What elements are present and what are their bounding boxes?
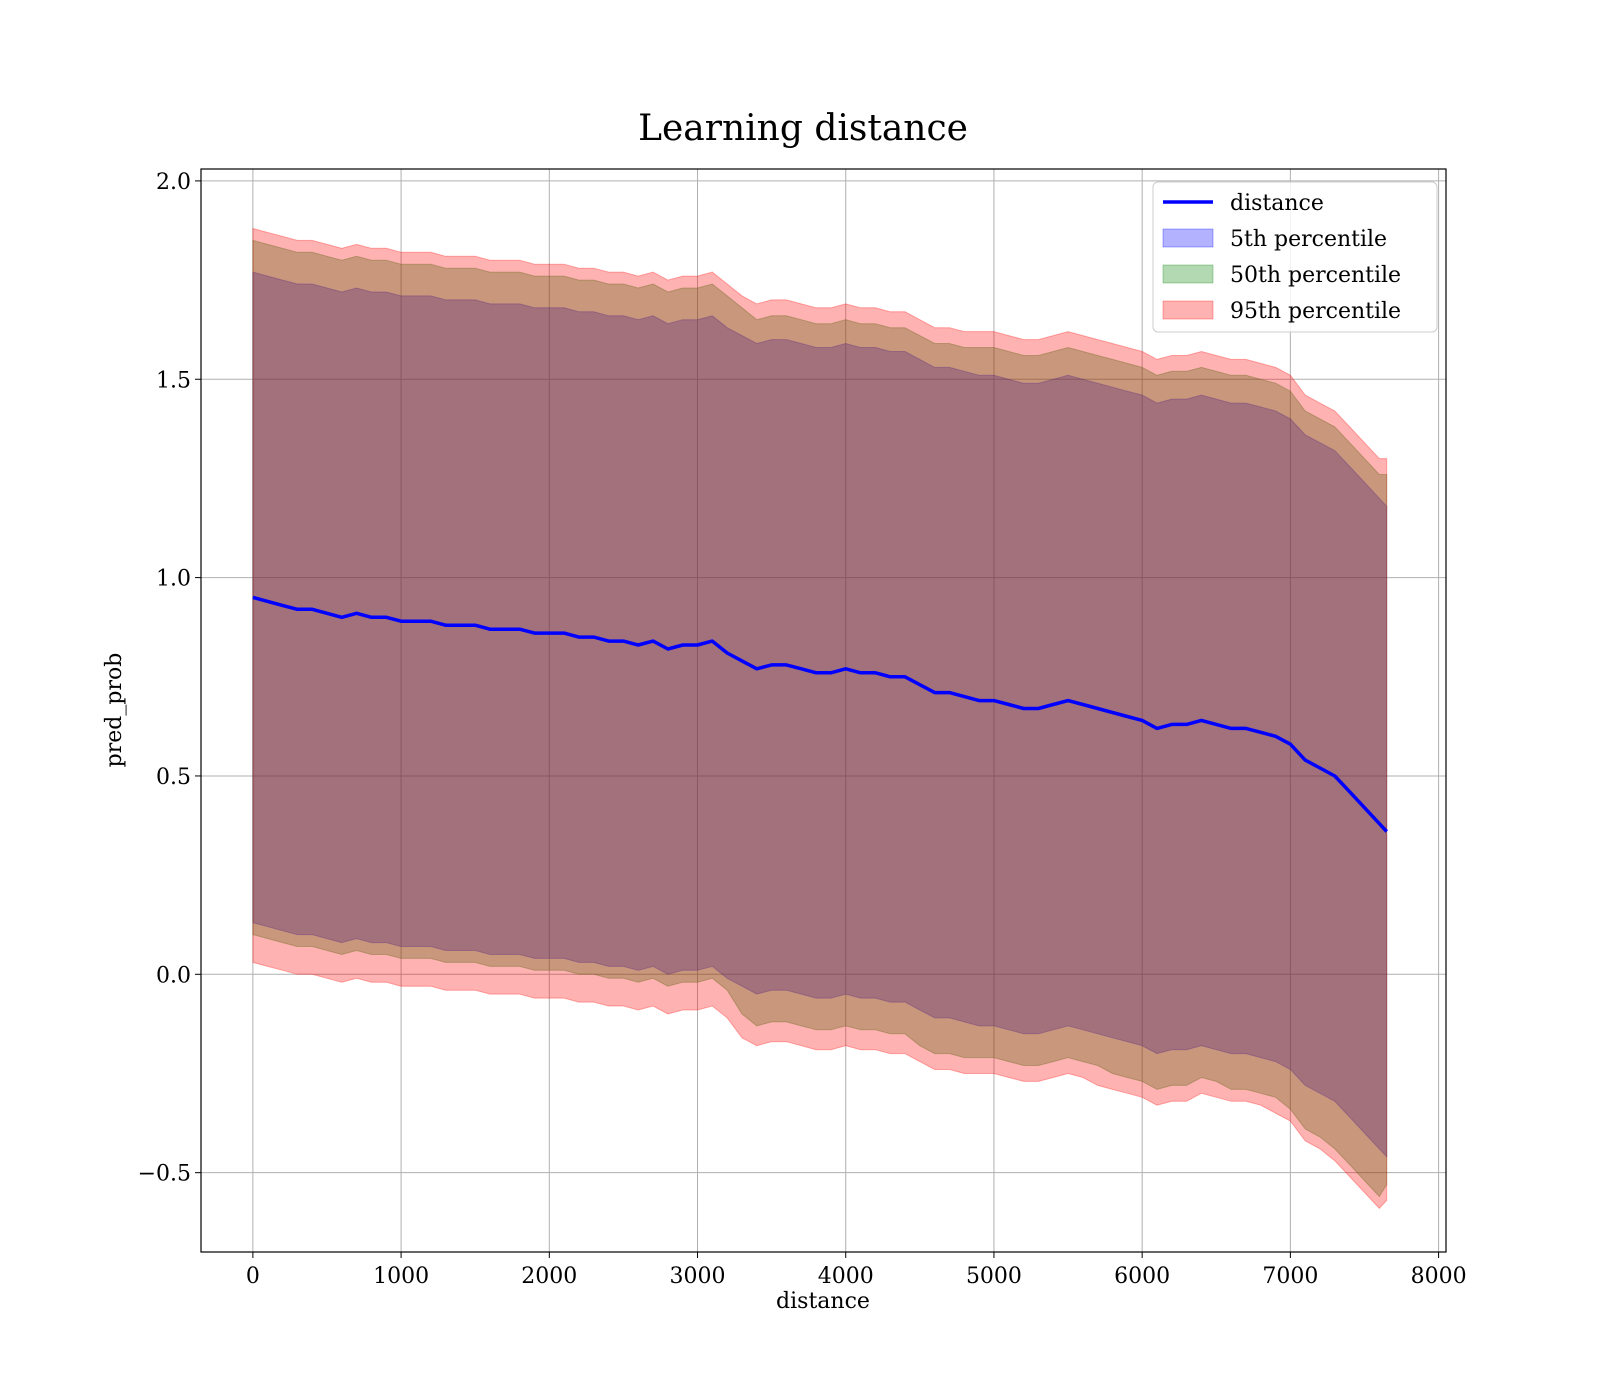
legend-box bbox=[1152, 181, 1438, 333]
y-tick-label: 1.5 bbox=[156, 368, 191, 393]
x-tick-label: 2000 bbox=[521, 1264, 577, 1289]
y-tick-label: 0.0 bbox=[156, 963, 191, 988]
legend-label: 5th percentile bbox=[1230, 227, 1387, 252]
x-tick-label: 3000 bbox=[670, 1264, 726, 1289]
band-50th-percentile bbox=[252, 239, 1388, 1198]
x-tick-label: 8000 bbox=[1411, 1264, 1467, 1289]
legend-patch bbox=[1162, 264, 1214, 284]
y-axis-ticks: −0.5 0.0 0.5 1.0 1.5 2.0 bbox=[138, 170, 201, 1187]
x-tick-label: 1000 bbox=[373, 1264, 429, 1289]
legend: distance 5th percentile 50th percentile 95t… bbox=[1152, 181, 1438, 333]
y-tick-label: 1.0 bbox=[156, 567, 191, 592]
percentile-bands bbox=[252, 227, 1388, 1210]
y-tick-label: 2.0 bbox=[156, 170, 191, 195]
legend-label: distance bbox=[1230, 191, 1324, 216]
x-tick-label: 7000 bbox=[1262, 1264, 1318, 1289]
band-95th-percentile bbox=[252, 227, 1388, 1210]
plot-frame bbox=[200, 168, 1447, 1253]
chart-title: Learning distance bbox=[638, 108, 968, 149]
series-lines bbox=[252, 595, 1388, 833]
legend-label: 95th percentile bbox=[1230, 299, 1401, 324]
y-tick-label: −0.5 bbox=[138, 1162, 191, 1187]
legend-patch bbox=[1162, 228, 1214, 248]
y-tick-label: 0.5 bbox=[156, 765, 191, 790]
band-5th-percentile bbox=[252, 271, 1388, 1159]
grid bbox=[201, 169, 1446, 1252]
x-axis-ticks: 0 1000 2000 3000 4000 5000 6000 7000 8000 bbox=[246, 1252, 1467, 1289]
x-tick-label: 5000 bbox=[966, 1264, 1022, 1289]
x-axis-label: distance bbox=[776, 1289, 870, 1314]
y-axis-label: pred_prob bbox=[102, 653, 127, 768]
legend-patch bbox=[1162, 300, 1214, 320]
x-tick-label: 4000 bbox=[818, 1264, 874, 1289]
x-tick-label: 6000 bbox=[1114, 1264, 1170, 1289]
legend-label: 50th percentile bbox=[1230, 263, 1401, 288]
x-tick-label: 0 bbox=[246, 1264, 260, 1289]
series-line-distance bbox=[252, 595, 1388, 833]
